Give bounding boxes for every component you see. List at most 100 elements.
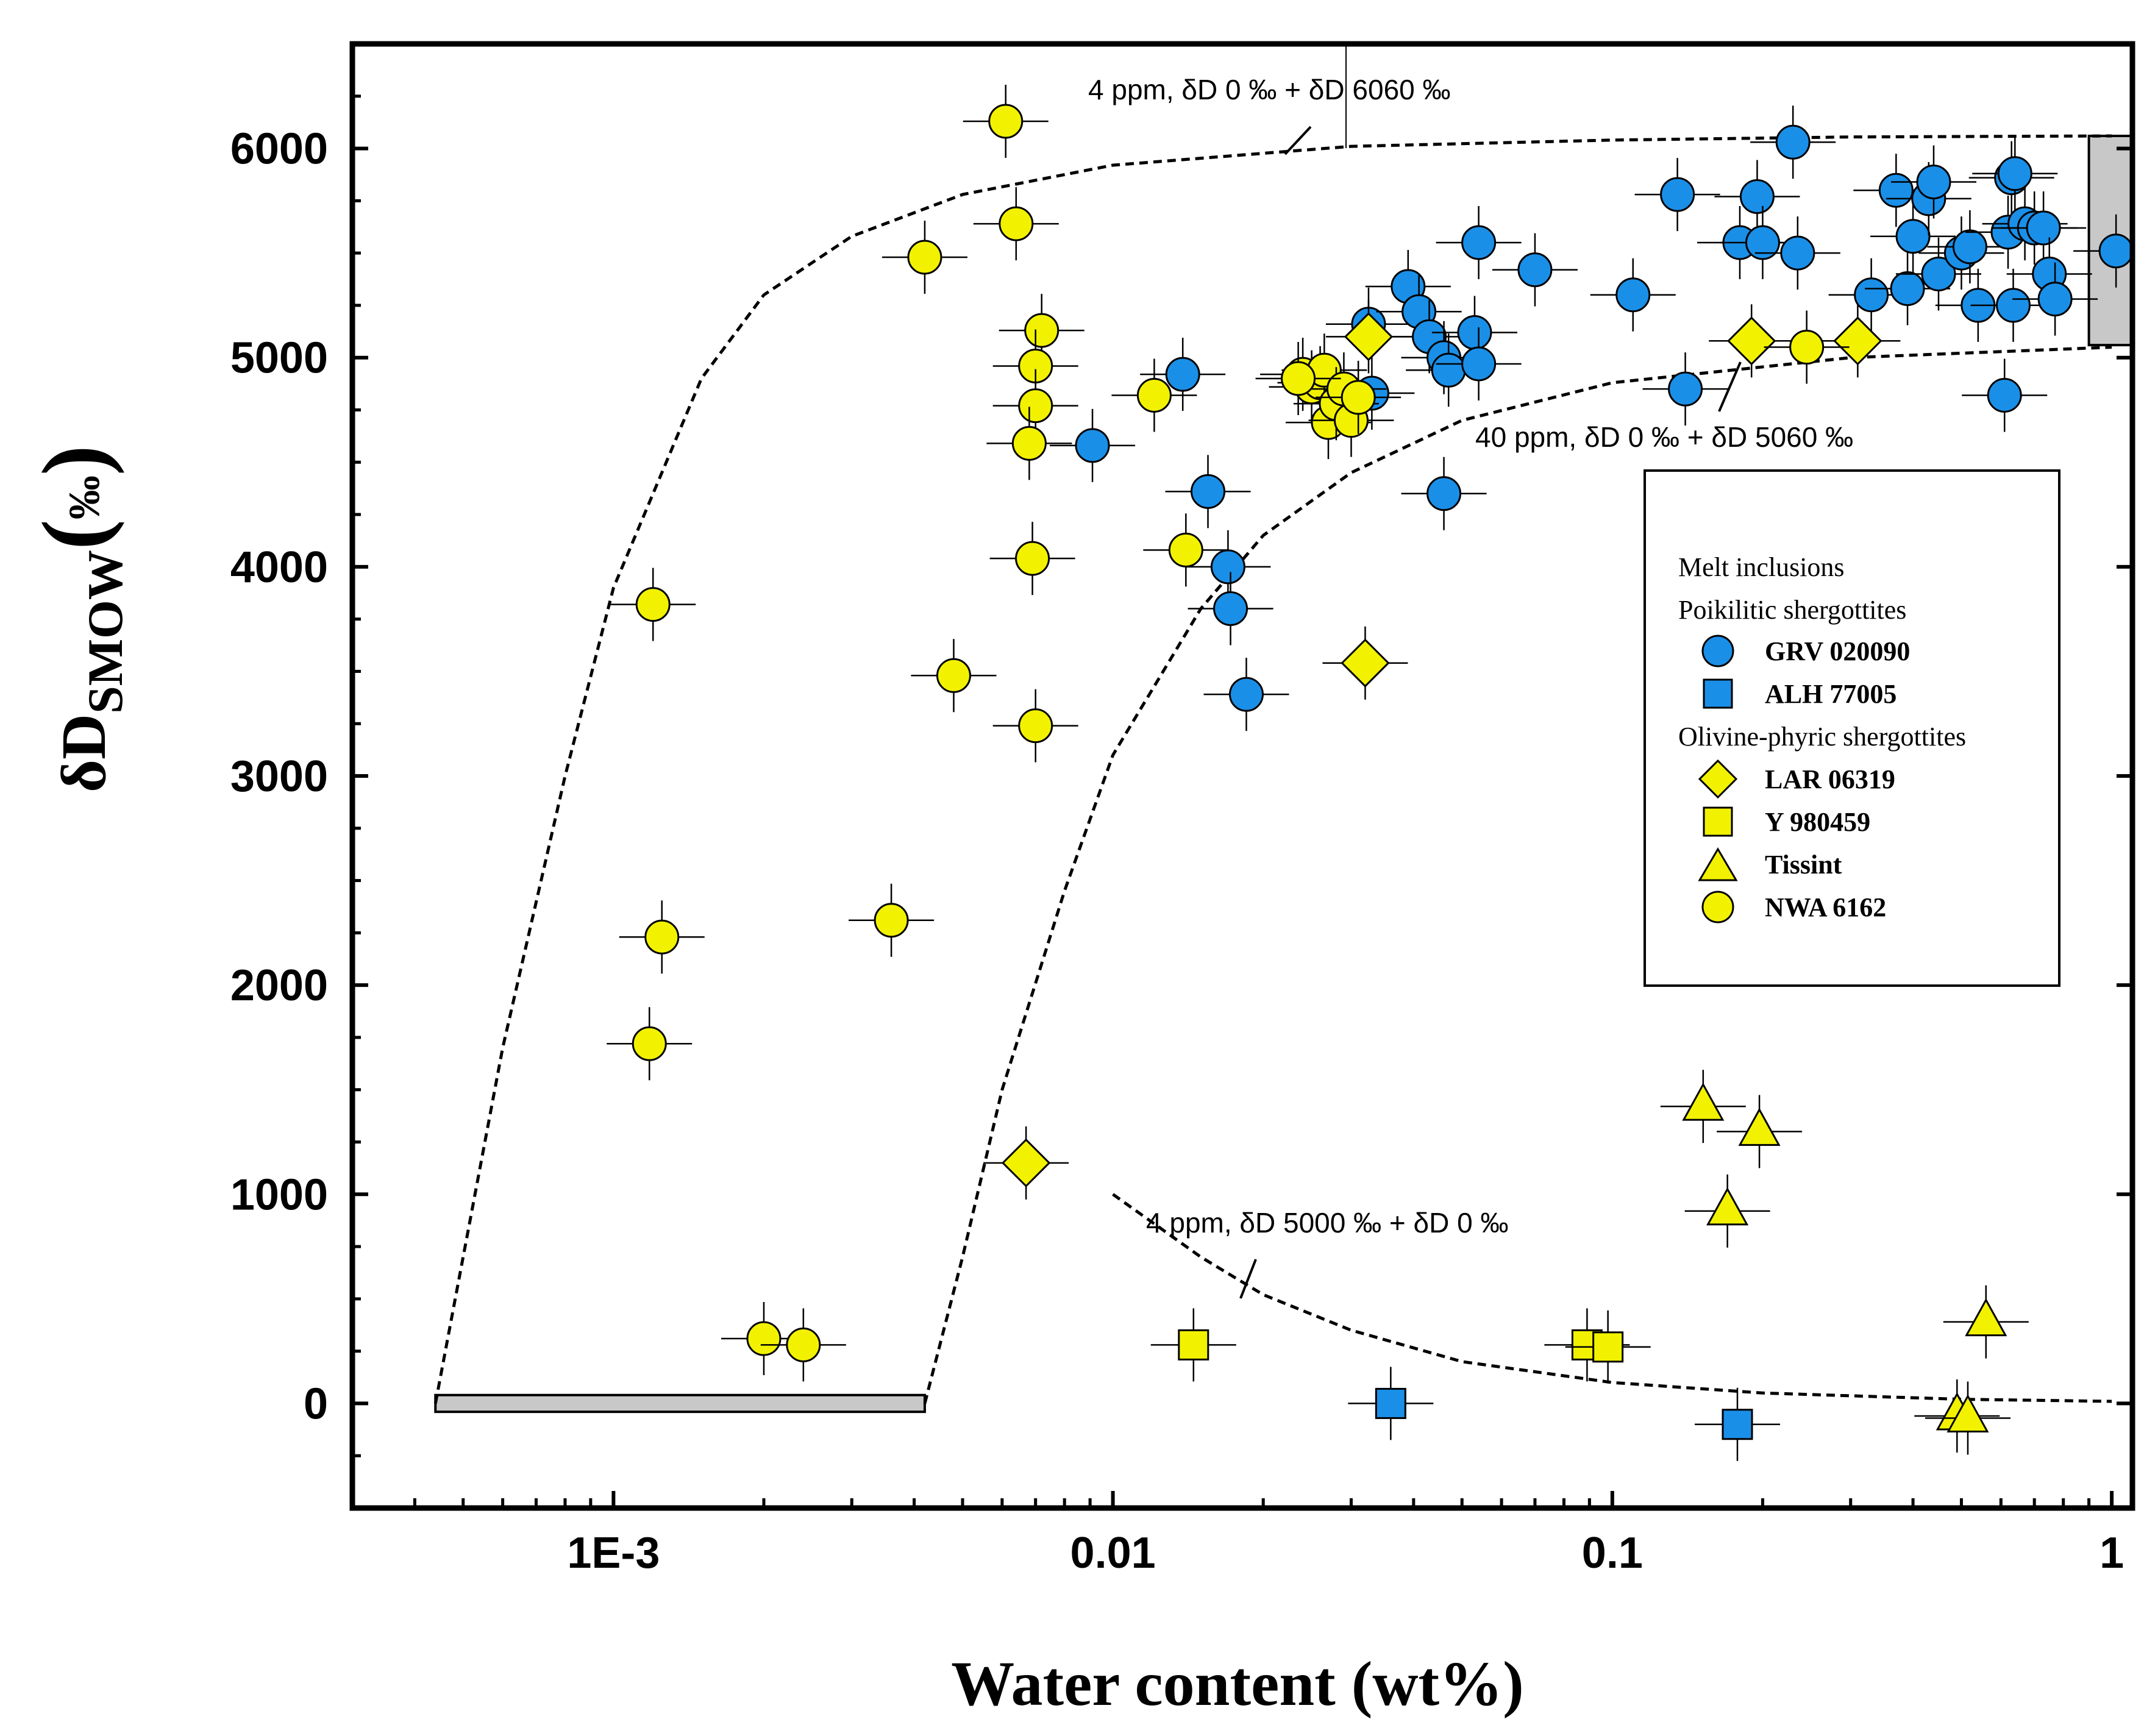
data-point	[1916, 164, 1951, 199]
data-point	[1191, 474, 1226, 509]
data-point	[1426, 476, 1462, 511]
legend-marker-lar	[1698, 759, 1738, 799]
data-point	[1431, 352, 1466, 388]
series-lar-06319	[983, 300, 1901, 1200]
legend-marker-alh	[1703, 678, 1733, 709]
data-point	[632, 1026, 667, 1061]
data-point	[1281, 361, 1316, 396]
data-point	[1375, 1387, 1406, 1419]
data-point	[874, 903, 909, 938]
data-point	[1789, 330, 1825, 365]
curve-mix-4ppm-decay	[1112, 1193, 2112, 1403]
legend-label-tissint: Tissint	[1765, 850, 1842, 880]
series-grv-020090	[1050, 105, 2132, 731]
data-point	[1722, 1409, 1753, 1440]
data-point	[1738, 1108, 1781, 1146]
data-point	[1739, 179, 1775, 214]
data-point	[644, 919, 680, 955]
y-tick-label: 5000	[230, 334, 328, 383]
legend-label-alh: ALH 77005	[1765, 679, 1896, 709]
data-point	[1228, 677, 1264, 712]
data-point	[936, 658, 971, 693]
data-point	[1895, 219, 1931, 254]
data-point	[1987, 377, 2022, 413]
shaded-region-low-water-endmember	[434, 1393, 926, 1414]
legend-heading-melt: Melt inclusions	[1678, 552, 1845, 582]
annotation-upper-label: 4 ppm, δD 0 ‰ + δD 6060 ‰	[1088, 74, 1451, 105]
series-nwa-6162	[607, 84, 1850, 1382]
legend-label-grv: GRV 020090	[1765, 636, 1910, 666]
y-tick-label: 2000	[230, 961, 328, 1010]
data-point	[1706, 1187, 1749, 1226]
y-tick-label: 1000	[230, 1170, 328, 1219]
curve-mix-40ppm-lower	[923, 346, 2112, 1404]
data-point	[1018, 708, 1053, 744]
data-point	[1833, 316, 1882, 366]
annotation-upper-leader	[1284, 126, 1312, 155]
data-point	[1615, 277, 1651, 313]
data-point	[1997, 156, 2032, 191]
data-point	[1965, 1298, 2007, 1337]
annotation-2: 40 ppm, δD 0 ‰ + δD 5060 ‰	[1475, 361, 1853, 453]
data-point	[2037, 282, 2073, 317]
data-point	[635, 587, 671, 622]
mixing-curves	[433, 134, 2112, 1404]
data-point	[907, 240, 942, 275]
data-point	[1344, 312, 1394, 361]
annotation-3: 4 ppm, δD 5000 ‰ + δD 0 ‰	[1146, 1207, 1509, 1299]
data-point	[1001, 1138, 1051, 1187]
legend-marker-grv	[1701, 635, 1734, 667]
data-point	[1668, 371, 1703, 407]
axis-ticks	[351, 42, 2132, 1510]
tick-labels: 0 1000 2000 3000 4000 5000 6000 1E-3 0.01 0.1 1	[230, 125, 2124, 1578]
data-point	[1592, 1331, 1624, 1363]
data-point	[1178, 1329, 1209, 1361]
data-point	[1682, 1083, 1725, 1121]
data-point	[1024, 313, 1060, 348]
data-point	[1952, 229, 1987, 265]
y-tick-label: 0	[304, 1379, 328, 1428]
data-point	[1015, 541, 1050, 576]
data-point	[1341, 638, 1390, 688]
y-axis-title-unit: ‰	[60, 475, 109, 519]
data-point	[1727, 316, 1776, 366]
data-point	[786, 1327, 821, 1362]
data-point	[1890, 271, 1925, 306]
data-point	[1745, 225, 1780, 260]
y-axis-title-main: δDSMOW(‰)	[24, 445, 133, 792]
y-axis-title-subscript: SMOW	[77, 550, 133, 714]
series-tissint	[1660, 1070, 2029, 1455]
annotation-lower-leader	[1239, 1259, 1257, 1299]
data-point	[1517, 252, 1553, 288]
data-point	[1075, 428, 1110, 463]
y-axis-title-close-paren: )	[24, 445, 125, 475]
series-y-980459	[1150, 1308, 1651, 1384]
y-axis-title: δDSMOW(‰)	[24, 445, 133, 792]
data-point	[1921, 256, 1956, 291]
annotation-middle-label: 40 ppm, δD 0 ‰ + δD 5060 ‰	[1475, 421, 1853, 453]
legend-heading-olivine: Olivine-phyric shergottites	[1678, 722, 1966, 752]
annotation-1: 4 ppm, δD 0 ‰ + δD 6060 ‰	[1088, 74, 1451, 155]
legend-marker-nwa	[1701, 891, 1734, 923]
data-point	[1341, 380, 1376, 415]
data-point	[1996, 288, 2031, 323]
data-point	[1457, 315, 1492, 350]
x-axis-title: Water content (wt%)	[951, 1649, 1524, 1719]
data-point	[1011, 425, 1047, 461]
data-point	[1780, 235, 1815, 271]
x-tick-label: 1	[2099, 1529, 2124, 1578]
data-points	[607, 84, 2132, 1461]
legend-marker-tissint	[1698, 847, 1738, 881]
y-tick-label: 4000	[230, 543, 328, 592]
data-point	[1461, 346, 1497, 382]
data-point	[1946, 1394, 1989, 1432]
data-point	[2098, 233, 2132, 269]
legend-marker-y98	[1703, 806, 1733, 837]
legend-label-lar: LAR 06319	[1765, 764, 1895, 794]
legend-label-nwa: NWA 6162	[1765, 892, 1886, 922]
data-point	[1660, 177, 1695, 212]
data-point	[1165, 357, 1200, 392]
data-point	[988, 104, 1024, 139]
data-point	[1018, 388, 1053, 424]
